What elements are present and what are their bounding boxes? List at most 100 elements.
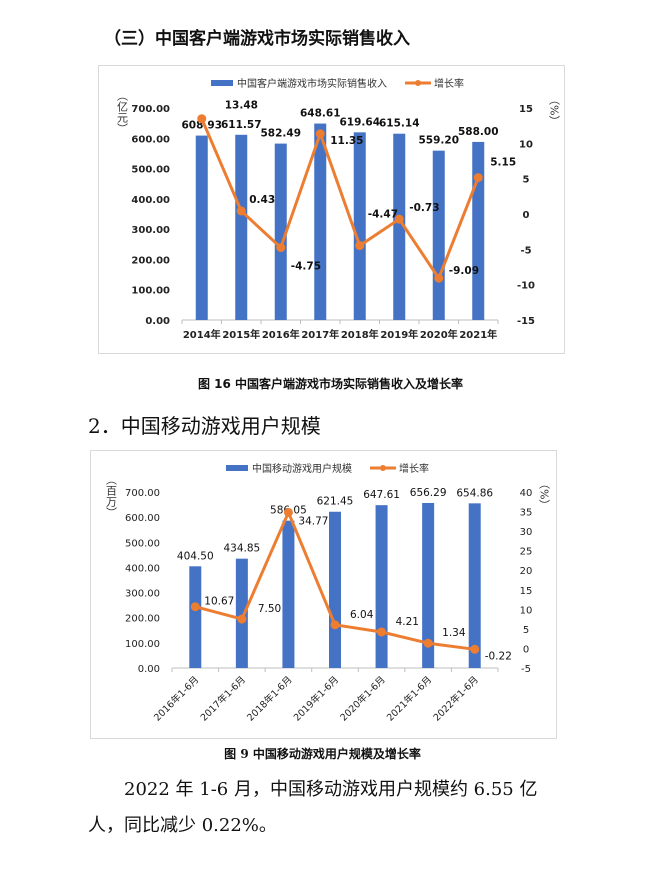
growth-rate-label: 6.04 — [350, 609, 374, 621]
y2-axis-title: （%） — [548, 94, 561, 126]
x-tick-label: 2014年 — [183, 328, 221, 341]
bar-value-label: 648.61 — [300, 108, 341, 120]
figure9-caption: 图 9 中国移动游戏用户规模及增长率 — [224, 747, 421, 761]
growth-rate-marker — [283, 507, 293, 517]
growth-rate-label: -4.75 — [291, 261, 321, 273]
y-tick-label: 0.00 — [138, 664, 160, 675]
y2-tick-label: 15 — [519, 104, 533, 115]
bar — [422, 502, 435, 668]
bar — [274, 143, 287, 320]
y-tick-label: 100.00 — [125, 639, 160, 650]
y-tick-label: 200.00 — [125, 614, 160, 625]
growth-rate-marker — [190, 602, 200, 612]
y2-tick-label: 10 — [520, 605, 533, 616]
x-tick-label: 2018年 — [341, 328, 379, 341]
growth-rate-label: 10.67 — [204, 596, 234, 608]
bar — [189, 566, 202, 668]
bar-value-label: 621.45 — [317, 496, 354, 508]
growth-rate-marker — [423, 638, 433, 648]
y-tick-label: 600.00 — [131, 134, 170, 145]
bar — [282, 520, 295, 668]
y2-tick-label: -10 — [517, 281, 535, 292]
growth-rate-marker — [237, 614, 247, 624]
growth-rate-label: 0.43 — [249, 194, 275, 206]
x-tick-label: 2016年1-6月 — [151, 674, 201, 724]
y-tick-label: 500.00 — [131, 165, 170, 176]
growth-rate-marker — [355, 241, 365, 251]
y2-tick-label: 35 — [520, 508, 533, 519]
figure16-caption: 图 16 中国客户端游戏市场实际销售收入及增长率 — [197, 377, 464, 391]
bar — [353, 132, 366, 320]
growth-rate-label: 11.35 — [330, 135, 363, 147]
legend-line-label: 增长率 — [434, 77, 464, 90]
y-tick-label: 300.00 — [131, 225, 170, 236]
bar — [472, 141, 485, 320]
y-tick-label: 0.00 — [145, 316, 170, 327]
bar-value-label: 608.93 — [181, 120, 222, 132]
bar — [432, 150, 445, 320]
x-tick-label: 2020年1-6月 — [338, 674, 388, 724]
x-tick-label: 2016年 — [262, 328, 300, 341]
legend-line-label: 增长率 — [399, 462, 429, 475]
y2-tick-label: 15 — [520, 586, 533, 597]
y-tick-label: 700.00 — [125, 488, 160, 499]
y2-tick-label: 30 — [520, 527, 533, 538]
growth-rate-marker — [197, 114, 207, 124]
bar — [468, 503, 481, 668]
growth-rate-label: -0.73 — [409, 202, 439, 214]
bar — [393, 133, 406, 320]
y2-tick-label: 0 — [523, 210, 530, 221]
bar-value-label: 588.00 — [458, 126, 499, 138]
y2-tick-label: -5 — [520, 245, 531, 256]
x-tick-label: 2021年1-6月 — [384, 674, 434, 724]
y2-tick-label: -5 — [521, 664, 531, 675]
growth-rate-label: 4.21 — [396, 616, 419, 628]
growth-rate-label: -9.09 — [449, 265, 479, 277]
growth-rate-marker — [276, 243, 286, 253]
y2-tick-label: 5 — [523, 625, 529, 636]
y2-tick-label: 25 — [520, 547, 533, 558]
growth-rate-label: 13.48 — [225, 100, 258, 112]
body-paragraph: 2022 年 1-6 月，中国移动游戏用户规模约 6.55 亿人，同比减少 0.… — [88, 779, 538, 836]
growth-rate-marker — [470, 644, 480, 654]
legend-line-marker — [380, 465, 386, 471]
x-tick-label: 2022年1-6月 — [431, 674, 481, 724]
growth-rate-marker — [394, 214, 404, 224]
bar — [195, 135, 208, 320]
bar-value-label: 611.57 — [221, 119, 262, 131]
legend-bar-swatch — [211, 80, 233, 86]
y2-tick-label: 20 — [520, 566, 533, 577]
growth-rate-label: 34.77 — [298, 515, 328, 527]
y-tick-label: 200.00 — [131, 255, 170, 266]
growth-rate-line — [200, 118, 480, 280]
bar-value-label: 647.61 — [363, 489, 400, 501]
x-tick-label: 2018年1-6月 — [245, 674, 295, 724]
bar-value-label: 434.85 — [223, 543, 260, 555]
x-tick-label: 2017年1-6月 — [198, 674, 248, 724]
x-tick-label: 2019年1-6月 — [291, 674, 341, 724]
bar — [235, 558, 248, 668]
growth-rate-marker — [315, 129, 325, 139]
bar-value-label: 582.49 — [260, 128, 301, 140]
growth-rate-marker — [473, 173, 483, 183]
growth-rate-label: 7.50 — [258, 603, 281, 615]
y-tick-label: 400.00 — [131, 195, 170, 206]
legend-line-marker — [415, 80, 421, 86]
y-tick-label: 300.00 — [125, 589, 160, 600]
section-title: （三）中国客户端游戏市场实际销售收入 — [104, 29, 410, 49]
growth-rate-label: -4.47 — [368, 209, 398, 221]
growth-rate-label: -0.22 — [485, 650, 512, 662]
x-tick-label: 2015年 — [222, 328, 260, 341]
y-tick-label: 600.00 — [125, 513, 160, 524]
legend-bar-label: 中国移动游戏用户规模 — [252, 462, 352, 475]
bar-value-label: 559.20 — [418, 135, 459, 147]
chart-mobile-game-users: 中国移动游戏用户规模 增长率 （百万） （%） 0.00 100.00 200.00 300.… — [90, 450, 557, 739]
y2-tick-label: 40 — [520, 488, 533, 499]
growth-rate-marker — [236, 206, 246, 216]
y-axis-title: （百万） — [105, 474, 118, 518]
bar — [375, 505, 388, 668]
bar-value-label: 615.14 — [379, 118, 420, 130]
growth-rate-label: 1.34 — [442, 627, 466, 639]
y2-tick-label: -15 — [517, 316, 535, 327]
legend-bar-label: 中国客户端游戏市场实际销售收入 — [237, 77, 387, 90]
